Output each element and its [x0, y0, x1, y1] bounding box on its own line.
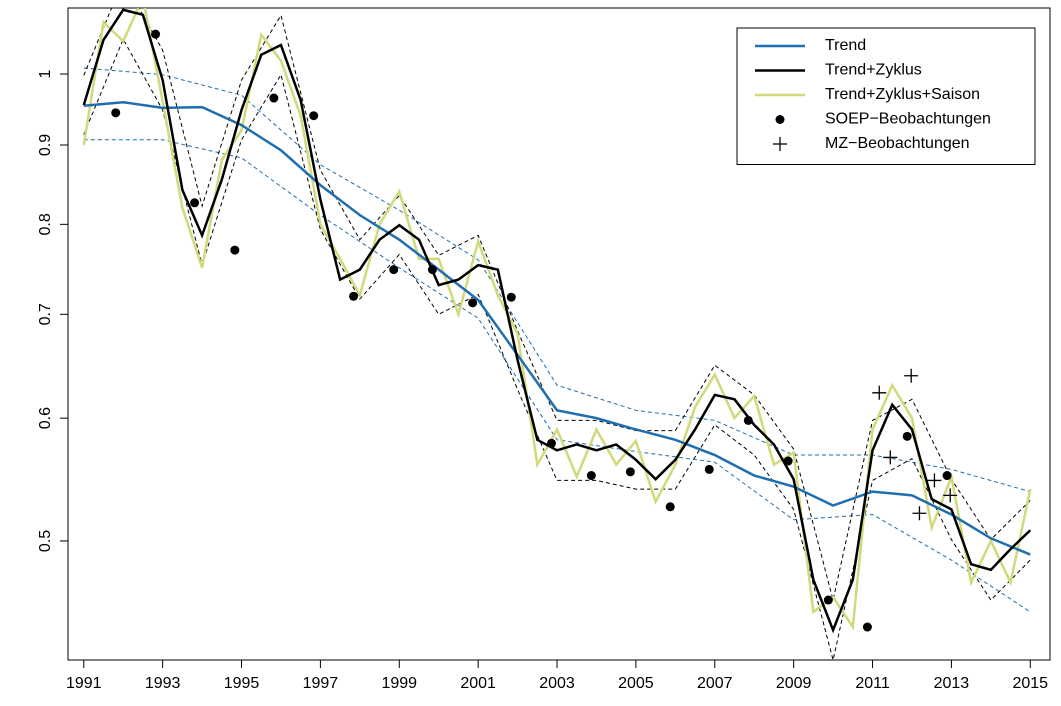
- x-tick-label: 1991: [66, 675, 102, 692]
- soep-point: [111, 108, 121, 118]
- soep-point: [427, 265, 437, 275]
- x-tick-label: 2003: [539, 675, 575, 692]
- soep-point: [586, 471, 596, 481]
- x-tick-label: 1995: [224, 675, 260, 692]
- x-tick-label: 2011: [855, 675, 890, 692]
- y-tick-label: 1: [37, 69, 54, 78]
- y-tick-label: 0.6: [37, 407, 54, 429]
- soep-point: [743, 415, 753, 425]
- soep-point: [230, 245, 240, 255]
- mz-point: [927, 473, 942, 488]
- soep-point: [625, 467, 635, 477]
- legend-label: Trend: [825, 37, 866, 54]
- soep-point: [902, 431, 912, 441]
- legend-symbol: [773, 137, 787, 151]
- mz-point: [904, 368, 919, 383]
- soep-point: [665, 502, 675, 512]
- x-tick-label: 2015: [1012, 675, 1048, 692]
- mz-point: [883, 450, 898, 465]
- x-tick-label: 1993: [145, 675, 181, 692]
- soep-point: [823, 595, 833, 605]
- legend-label: SOEP−Beobachtungen: [825, 111, 991, 128]
- soep-point: [783, 456, 793, 466]
- x-tick-label: 1999: [381, 675, 417, 692]
- x-tick-label: 2005: [618, 675, 654, 692]
- y-tick-label: 0.7: [37, 303, 54, 325]
- series-line: [83, 139, 1031, 613]
- mz-point: [872, 385, 887, 400]
- x-tick-label: 2009: [776, 675, 812, 692]
- x-tick-label: 2013: [934, 675, 970, 692]
- x-tick-label: 1997: [303, 675, 339, 692]
- soep-point: [269, 93, 279, 103]
- plot-frame: [67, 7, 1051, 661]
- y-tick-label: 0.8: [37, 213, 54, 235]
- soep-point: [349, 291, 359, 301]
- x-tick-label: 2001: [460, 675, 496, 692]
- series-line: [83, 8, 1031, 601]
- soep-point: [862, 622, 872, 632]
- soep-point: [389, 265, 399, 275]
- legend-label: MZ−Beobachtungen: [825, 135, 970, 152]
- series-line: [82, 8, 1032, 631]
- y-tick-label: 0.9: [37, 134, 54, 156]
- y-tick-label: 0.5: [37, 530, 54, 552]
- soep-point: [506, 292, 516, 302]
- legend-label: Trend+Zyklus: [825, 62, 922, 79]
- soep-point: [547, 438, 557, 448]
- mz-point: [912, 506, 927, 521]
- series-line: [83, 100, 1031, 556]
- legend-label: Trend+Zyklus+Saison: [825, 86, 980, 103]
- soep-point: [468, 298, 478, 308]
- soep-point: [190, 198, 200, 208]
- mz-point: [943, 488, 958, 503]
- soep-point: [151, 29, 161, 39]
- x-tick-label: 2007: [697, 675, 733, 692]
- soep-point: [309, 111, 319, 121]
- series-line: [82, 8, 1032, 634]
- legend-symbol: [775, 115, 785, 124]
- soep-point: [942, 471, 952, 481]
- soep-point: [704, 464, 714, 474]
